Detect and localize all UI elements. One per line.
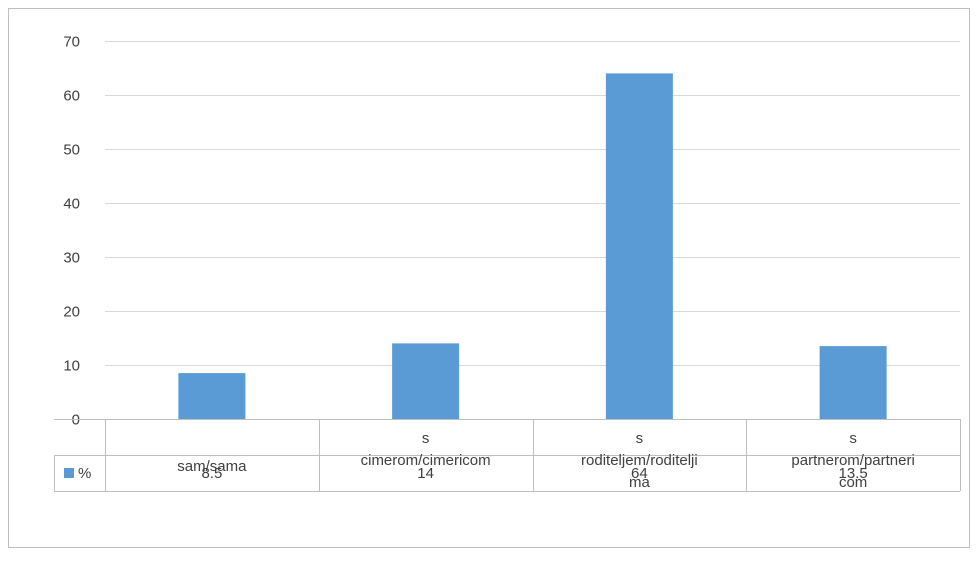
y-tick-label: 20 xyxy=(63,304,80,321)
category-label: s partnerom/partneri com xyxy=(791,430,914,491)
bar xyxy=(392,343,460,419)
data-table-value: 64 xyxy=(631,465,648,482)
data-table-value: 14 xyxy=(417,465,434,482)
data-table: sam/sama s cimerom/cimericom s roditeljem/ro… xyxy=(54,419,961,492)
bar xyxy=(605,73,673,420)
legend-key xyxy=(64,468,74,478)
bars xyxy=(178,73,887,420)
y-tick-label: 10 xyxy=(63,358,80,375)
chart-border xyxy=(8,8,970,548)
series-name: % xyxy=(78,465,91,482)
bar xyxy=(819,346,887,419)
y-tick-label: 40 xyxy=(63,196,80,213)
bar xyxy=(178,373,246,419)
y-tick-label: 60 xyxy=(63,88,80,105)
y-tick-label: 30 xyxy=(63,250,80,267)
y-tick-label: 50 xyxy=(63,142,80,159)
data-table-value: 13.5 xyxy=(839,465,868,482)
gridlines xyxy=(105,41,960,366)
category-label: s cimerom/cimericom xyxy=(361,430,491,469)
category-label: s roditeljem/roditelji ma xyxy=(581,430,698,491)
data-table-value: 8.5 xyxy=(201,465,222,482)
y-tick-label: 70 xyxy=(63,34,80,51)
category-label: sam/sama xyxy=(177,458,247,475)
